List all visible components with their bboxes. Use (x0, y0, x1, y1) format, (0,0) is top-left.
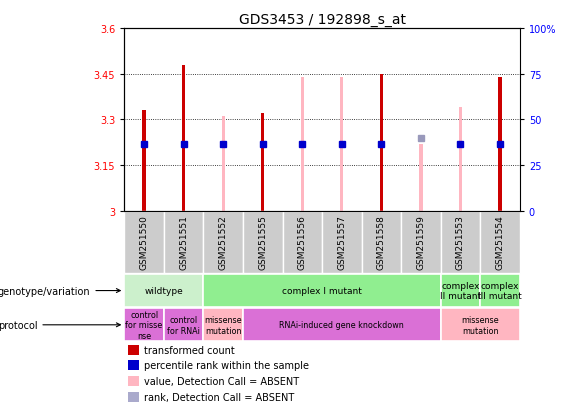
Bar (380, 74, 383, 211)
Bar (221, 117, 225, 211)
Bar (441, 211, 480, 274)
Text: GSM251557: GSM251557 (337, 214, 346, 269)
Bar (441, 275, 480, 307)
Bar (480, 211, 520, 274)
Text: GSM251552: GSM251552 (219, 214, 228, 269)
Text: wildtype: wildtype (145, 286, 183, 295)
Bar (498, 78, 502, 211)
Text: GSM251558: GSM251558 (377, 214, 386, 269)
Text: percentile rank within the sample: percentile rank within the sample (144, 361, 309, 370)
Text: control
for misse
nse: control for misse nse (125, 310, 163, 340)
Text: missense
mutation: missense mutation (205, 316, 242, 335)
Bar (164, 211, 203, 274)
Bar (128, 361, 140, 370)
Text: GSM251556: GSM251556 (298, 214, 307, 269)
Text: RNAi-induced gene knockdown: RNAi-induced gene knockdown (280, 320, 404, 330)
Bar (203, 309, 243, 342)
Text: complex
III mutant: complex III mutant (478, 281, 522, 301)
Bar (362, 211, 401, 274)
Bar (124, 309, 164, 342)
Bar (261, 114, 264, 211)
Text: GSM251550: GSM251550 (140, 214, 149, 269)
Text: GSM251553: GSM251553 (456, 214, 465, 269)
Text: value, Detection Call = ABSENT: value, Detection Call = ABSENT (144, 376, 299, 386)
Bar (419, 144, 423, 211)
Bar (203, 275, 441, 307)
Bar (128, 376, 140, 386)
Bar (401, 211, 441, 274)
Bar (459, 108, 462, 211)
Bar (340, 78, 344, 211)
Text: GSM251554: GSM251554 (496, 214, 505, 269)
Text: GSM251555: GSM251555 (258, 214, 267, 269)
Bar (480, 275, 520, 307)
Bar (243, 211, 282, 274)
Text: control
for RNAi: control for RNAi (167, 316, 200, 335)
Bar (142, 111, 146, 211)
Text: complex I mutant: complex I mutant (282, 286, 362, 295)
Bar (128, 345, 140, 355)
Bar (322, 211, 362, 274)
Text: complex
II mutant: complex II mutant (440, 281, 481, 301)
Bar (128, 392, 140, 402)
Text: GSM251559: GSM251559 (416, 214, 425, 269)
Bar (203, 211, 243, 274)
Text: transformed count: transformed count (144, 345, 235, 355)
Bar (182, 65, 185, 211)
Bar (124, 275, 203, 307)
Bar (282, 211, 322, 274)
Title: GDS3453 / 192898_s_at: GDS3453 / 192898_s_at (238, 12, 406, 26)
Text: missense
mutation: missense mutation (462, 316, 499, 335)
Bar (441, 309, 520, 342)
Text: GSM251551: GSM251551 (179, 214, 188, 269)
Text: protocol: protocol (0, 320, 120, 330)
Bar (164, 309, 203, 342)
Bar (124, 211, 164, 274)
Bar (243, 309, 441, 342)
Bar (301, 78, 304, 211)
Text: genotype/variation: genotype/variation (0, 286, 120, 296)
Text: rank, Detection Call = ABSENT: rank, Detection Call = ABSENT (144, 392, 294, 402)
